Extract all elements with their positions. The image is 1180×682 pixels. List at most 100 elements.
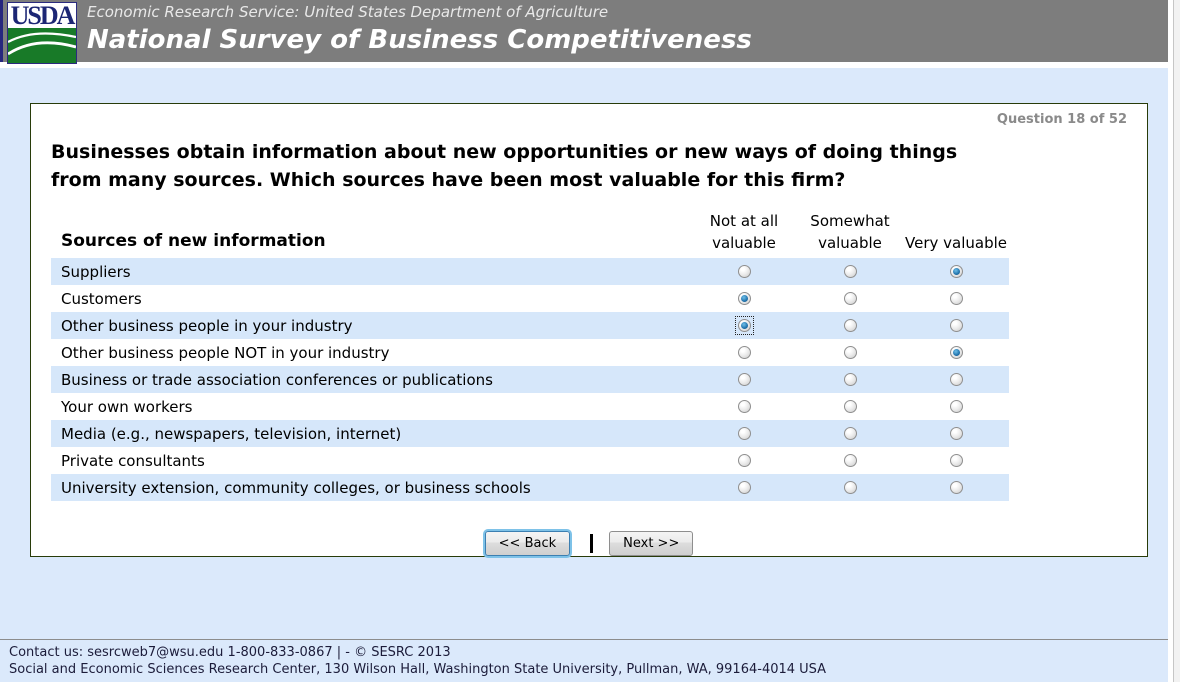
radio-focus-wrap [736,344,753,361]
radio-cell [903,371,1009,388]
radio-cell [691,290,797,307]
radio-button[interactable] [949,427,963,440]
radio-cell [691,371,797,388]
radio-button[interactable] [737,346,751,359]
radio-button[interactable] [737,400,751,413]
usda-logo-text: USDA [10,2,76,30]
scrollbar-track[interactable] [1173,0,1180,682]
row-label: Customers [61,289,142,308]
radio-button[interactable] [843,319,857,332]
radio-focus-wrap [736,452,753,469]
radio-focus-wrap [842,344,859,361]
row-label: Other business people NOT in your indust… [61,343,390,362]
radio-focus-wrap [948,290,965,307]
radio-button[interactable] [949,454,963,467]
radio-button[interactable] [737,481,751,494]
radio-button[interactable] [843,373,857,386]
table-header: Sources of new information Not at all va… [51,210,1009,258]
contact-email-link[interactable]: sesrcweb7@wsu.edu [87,645,224,660]
row-label: Private consultants [61,451,205,470]
row-label: Suppliers [61,262,131,281]
table-row: Customers [51,285,1009,312]
radio-focus-wrap [736,371,753,388]
header-gap [0,62,1180,68]
radio-focus-wrap [736,263,753,280]
radio-cell [797,263,903,280]
radio-focus-wrap [948,263,965,280]
radio-button[interactable] [949,481,963,494]
button-separator [590,534,594,553]
radio-cell [691,263,797,280]
radio-cell [797,479,903,496]
header-titles: Economic Research Service: United States… [3,0,1180,56]
radio-focus-wrap [842,263,859,280]
radio-focus-wrap [736,479,753,496]
radio-button[interactable] [737,319,751,332]
radio-button[interactable] [843,265,857,278]
radio-focus-wrap [948,479,965,496]
column-header-somewhat: Somewhat valuable [810,212,890,252]
back-button[interactable]: << Back [484,531,571,556]
table-row: Your own workers [51,393,1009,420]
radio-button[interactable] [949,400,963,413]
table-row: Private consultants [51,447,1009,474]
radio-button[interactable] [843,481,857,494]
radio-button[interactable] [949,373,963,386]
main-area: Question 18 of 52 Businesses obtain info… [0,68,1180,639]
usda-logo: USDA [7,2,77,64]
radio-focus-wrap [842,479,859,496]
radio-cell [797,452,903,469]
radio-button[interactable] [737,265,751,278]
radio-button[interactable] [843,292,857,305]
row-label: University extension, community colleges… [61,478,531,497]
radio-focus-wrap [842,452,859,469]
radio-cell [691,398,797,415]
table-row-header: Sources of new information [61,231,326,251]
radio-button[interactable] [949,319,963,332]
app-header: USDA Economic Research Service: United S… [0,0,1180,64]
nav-buttons: << Back Next >> [51,531,1127,556]
radio-focus-wrap [736,290,753,307]
radio-cell [903,263,1009,280]
radio-button[interactable] [843,346,857,359]
radio-focus-wrap [948,425,965,442]
radio-focus-wrap [948,317,965,334]
next-button[interactable]: Next >> [609,531,694,556]
row-label: Media (e.g., newspapers, television, int… [61,424,402,443]
contact-suffix: 1-800-833-0867 | - © SESRC 2013 [223,645,451,660]
row-label: Your own workers [61,397,193,416]
radio-button[interactable] [949,292,963,305]
survey-rows: Suppliers Customers Other business people … [51,258,1009,501]
radio-button[interactable] [843,454,857,467]
radio-focus-wrap [948,371,965,388]
radio-button[interactable] [737,427,751,440]
radio-button[interactable] [737,292,751,305]
radio-cell [797,398,903,415]
radio-button[interactable] [737,454,751,467]
radio-button[interactable] [843,400,857,413]
radio-cell [903,452,1009,469]
radio-button[interactable] [737,373,751,386]
radio-button[interactable] [949,265,963,278]
table-row: Other business people NOT in your indust… [51,339,1009,366]
address-line: Social and Economic Sciences Research Ce… [9,662,827,677]
radio-focus-wrap [948,398,965,415]
radio-cell [903,290,1009,307]
radio-focus-wrap [842,425,859,442]
radio-button[interactable] [949,346,963,359]
radio-button[interactable] [843,427,857,440]
footer: Contact us: sesrcweb7@wsu.edu 1-800-833-… [0,639,1180,682]
table-row: Business or trade association conference… [51,366,1009,393]
radio-cell [903,479,1009,496]
radio-cell [903,344,1009,361]
question-text: Businesses obtain information about new … [51,141,958,191]
radio-cell [797,425,903,442]
radio-cell [691,316,797,335]
scrollbar[interactable] [1168,0,1180,682]
radio-cell [797,290,903,307]
radio-focus-wrap [842,290,859,307]
radio-focus-wrap [736,398,753,415]
column-header-very: Very valuable [905,234,1007,252]
column-header-not-at-all: Not at all valuable [709,212,779,252]
contact-prefix: Contact us: [9,645,88,660]
